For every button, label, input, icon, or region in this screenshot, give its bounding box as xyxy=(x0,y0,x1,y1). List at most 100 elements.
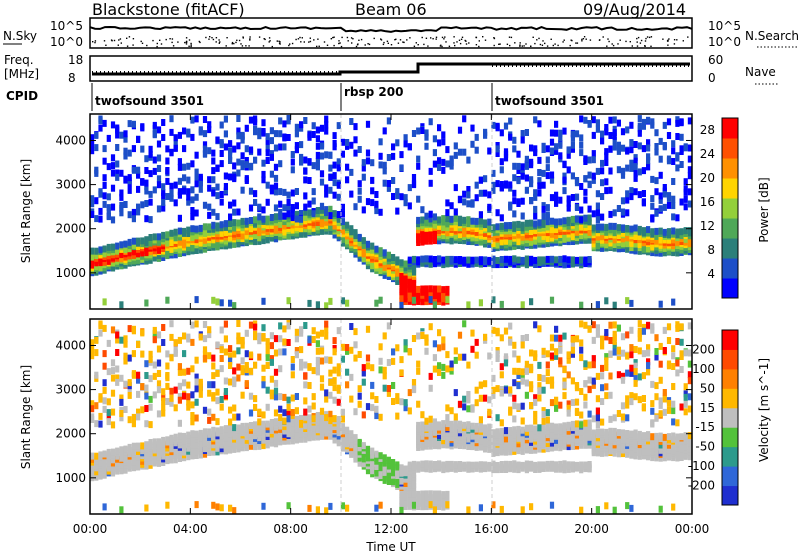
echo-cell xyxy=(650,195,654,202)
echo-cell xyxy=(299,121,303,128)
noise-search-dot xyxy=(617,43,618,44)
echo-cell xyxy=(103,325,107,332)
echo-cell xyxy=(165,350,169,357)
echo-cell xyxy=(287,397,291,404)
noise-search-dot xyxy=(479,40,480,41)
noise-search-dot xyxy=(169,38,170,39)
echo-cell xyxy=(608,373,612,380)
echo-cell xyxy=(654,228,658,235)
echo-cell xyxy=(253,126,257,133)
echo-cell xyxy=(366,446,370,453)
echo-cell xyxy=(567,461,571,468)
echo-cell xyxy=(98,393,102,400)
echo-cell xyxy=(324,116,328,123)
echo-cell xyxy=(274,388,278,395)
echo-cell xyxy=(207,417,211,424)
echo-cell xyxy=(416,333,420,340)
noise-search-dot xyxy=(216,37,217,38)
echo-cell xyxy=(650,228,654,235)
echo-cell xyxy=(195,415,199,422)
echo-cell xyxy=(379,366,383,373)
echo-cell xyxy=(550,148,554,155)
echo-cell xyxy=(508,323,512,330)
echo-cell xyxy=(420,256,424,263)
colorbar-swatch xyxy=(722,278,738,299)
echo-cell xyxy=(596,373,600,380)
echo-cell xyxy=(274,213,278,220)
echo-cell xyxy=(429,168,433,175)
echo-cell xyxy=(462,191,466,198)
echo-cell xyxy=(307,382,311,389)
echo-cell xyxy=(278,188,282,195)
echo-cell xyxy=(604,187,608,194)
echo-cell xyxy=(416,401,420,408)
echo-cell xyxy=(98,125,102,132)
echo-cell xyxy=(642,432,646,439)
echo-cell xyxy=(291,395,295,402)
noise-search-dot xyxy=(542,45,543,46)
echo-cell xyxy=(353,341,357,348)
echo-cell xyxy=(512,210,516,217)
echo-cell xyxy=(232,351,236,358)
noise-search-dot xyxy=(357,44,358,45)
echo-cell xyxy=(203,130,207,137)
echo-cell xyxy=(516,403,520,410)
echo-cell xyxy=(253,199,257,206)
noise-search-dot xyxy=(603,36,604,37)
echo-cell xyxy=(613,116,617,123)
echo-cell xyxy=(533,116,537,123)
noise-search-dot xyxy=(383,42,384,43)
echo-cell xyxy=(441,215,445,222)
echo-cell xyxy=(634,393,638,400)
echo-cell xyxy=(462,115,466,122)
echo-cell xyxy=(203,321,207,328)
echo-cell xyxy=(420,332,424,339)
echo-cell xyxy=(136,391,140,398)
echo-cell xyxy=(496,328,500,335)
echo-cell xyxy=(274,369,278,376)
noise-search-dot xyxy=(118,39,119,40)
noise-search-dot xyxy=(414,46,415,47)
echo-cell xyxy=(663,229,667,236)
echo-cell xyxy=(504,148,508,155)
echo-cell xyxy=(604,329,608,336)
echo-cell xyxy=(111,154,115,161)
noise-search-dot xyxy=(553,45,554,46)
noise-search-dot xyxy=(674,43,675,44)
echo-cell xyxy=(600,131,604,138)
echo-cell xyxy=(512,379,516,386)
noise-search-dot xyxy=(249,36,250,37)
noise-search-dot xyxy=(114,40,115,41)
echo-cell xyxy=(241,152,245,159)
echo-cell xyxy=(571,172,575,179)
echo-cell xyxy=(470,330,474,337)
echo-cell xyxy=(579,462,583,469)
echo-cell xyxy=(579,421,583,428)
echo-cell xyxy=(253,421,257,428)
echo-cell xyxy=(161,404,165,411)
noise-search-dot xyxy=(625,41,626,42)
echo-cell xyxy=(366,326,370,333)
echo-cell xyxy=(220,404,224,411)
echo-cell xyxy=(500,129,504,136)
echo-cell xyxy=(270,171,274,178)
echo-cell xyxy=(625,414,629,421)
noise-search-dot xyxy=(667,45,668,46)
echo-cell xyxy=(295,130,299,137)
echo-cell xyxy=(629,187,633,194)
echo-cell xyxy=(328,152,332,159)
echo-cell xyxy=(186,131,190,138)
echo-cell xyxy=(575,335,579,342)
echo-cell xyxy=(190,339,194,346)
echo-cell xyxy=(470,462,474,469)
echo-cell xyxy=(621,209,625,216)
echo-cell xyxy=(521,222,525,229)
echo-cell xyxy=(261,411,265,418)
noise-search-dot xyxy=(432,38,433,39)
echo-cell xyxy=(153,168,157,175)
echo-cell xyxy=(650,176,654,183)
noise-search-dot xyxy=(400,39,401,40)
echo-cell xyxy=(103,363,107,370)
echo-cell xyxy=(424,213,428,220)
echo-cell xyxy=(508,461,512,468)
